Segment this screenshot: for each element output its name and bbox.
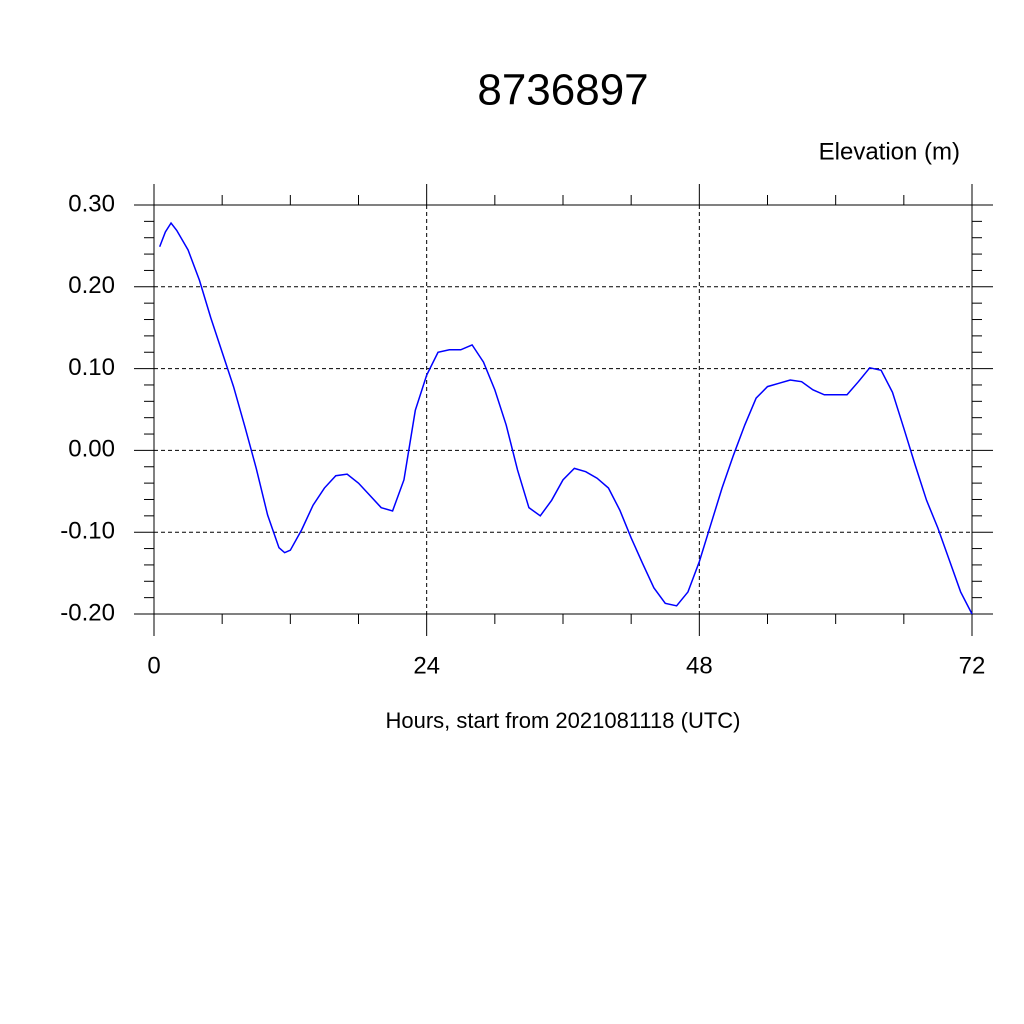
x-tick-label: 48 (686, 652, 713, 679)
x-tick-label: 24 (413, 652, 440, 679)
x-tick-label: 0 (147, 652, 160, 679)
y-tick-label: 0.10 (68, 354, 115, 381)
y-axis-label: Elevation (m) (819, 138, 960, 165)
data-line (158, 221, 973, 615)
y-tick-label: -0.20 (60, 599, 115, 626)
y-tick-label: 0.20 (68, 272, 115, 299)
y-tick-label: -0.10 (60, 518, 115, 545)
chart-title: 8736897 (477, 66, 648, 115)
x-axis-label: Hours, start from 2021081118 (UTC) (386, 708, 741, 733)
x-tick-label: 72 (959, 652, 986, 679)
y-tick-label: 0.30 (68, 190, 115, 217)
plot-frame (153, 204, 973, 615)
y-tick-label: 0.00 (68, 436, 115, 463)
